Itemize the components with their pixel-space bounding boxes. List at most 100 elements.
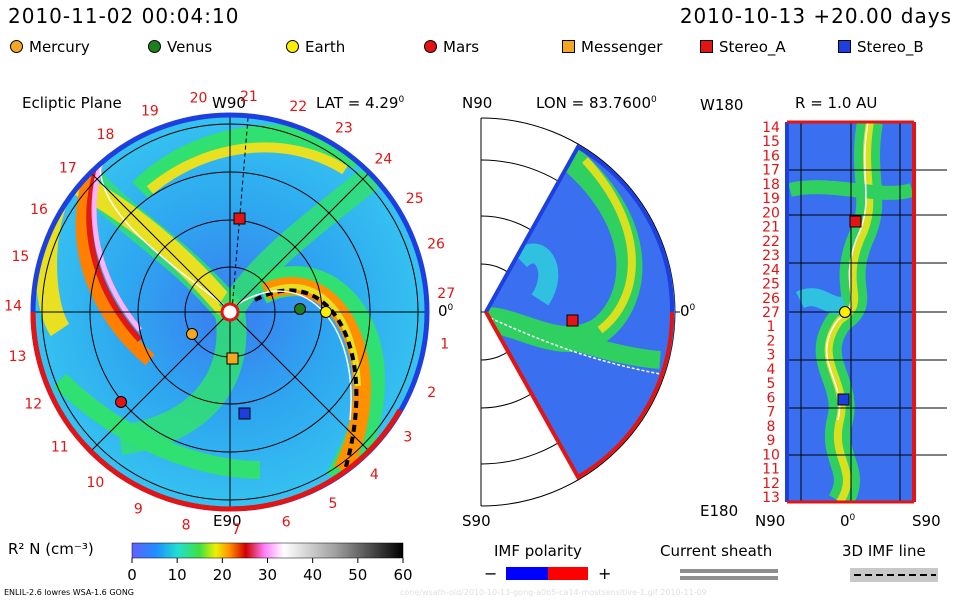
radial-day-label: 10 (762, 447, 780, 463)
ecliptic-rim-neg2 (229, 408, 403, 512)
radial-grid (787, 122, 947, 502)
imf-positive-swatch (548, 567, 588, 580)
ecliptic-day-label: 26 (427, 237, 445, 253)
ecliptic-lat-label: LAT = 4.290 (316, 94, 405, 112)
meridional-n90-label: N90 (462, 94, 493, 112)
radial-day-label: 11 (762, 462, 780, 478)
radial-day-labels: 1415161718192021222324252627123456789101… (762, 120, 780, 506)
radial-day-label: 3 (767, 348, 776, 364)
ecliptic-day-label: 11 (51, 440, 69, 456)
source-watermark: cone/wsath-old/2010-10-13-gong-a0b5-ca14… (400, 588, 707, 597)
meridional-edge-top (484, 144, 675, 313)
ecliptic-day-label: 15 (11, 249, 29, 265)
meridional-panel (480, 117, 680, 507)
sun-marker (220, 302, 240, 322)
ecliptic-day-label: 5 (329, 496, 338, 512)
legend-stereo-a: Stereo_A (700, 38, 786, 56)
ecliptic-day-label: 9 (134, 502, 143, 518)
radial-day-label: 15 (762, 134, 780, 150)
body-markers (115, 212, 862, 420)
ecliptic-day-label: 7 (232, 522, 241, 538)
current-sheath-title: Current sheath (660, 542, 773, 560)
current-sheath-legend (680, 569, 778, 580)
run-time: 2010-10-13 +20.00 days (679, 4, 952, 28)
meridional-lon-label: LON = 83.76000 (536, 94, 657, 112)
ecliptic-density-arms (35, 125, 389, 487)
colorbar-tick-label: 20 (213, 566, 232, 584)
ecliptic-day-label: 8 (182, 518, 191, 534)
ecliptic-day-label: 13 (9, 349, 27, 365)
stereo-b-marker-icon (838, 40, 851, 53)
radial-day-label: 13 (762, 490, 780, 506)
radial-day-label: 17 (762, 163, 780, 179)
radial-day-label: 25 (762, 277, 780, 293)
radial-panel (785, 120, 947, 504)
radial-day-label: 27 (762, 305, 780, 321)
radial-day-label: 12 (762, 476, 780, 492)
radial-stereo-b-marker (837, 393, 850, 406)
ecliptic-day-label: 2 (427, 385, 436, 401)
venus-marker-icon (148, 40, 161, 53)
ecliptic-day-label: 3 (403, 430, 412, 446)
radial-day-label: 4 (767, 362, 776, 378)
imf3d-title: 3D IMF line (842, 542, 926, 560)
venus-marker (294, 303, 306, 315)
radial-e180-label: E180 (700, 502, 739, 520)
radial-0-label: 00 (840, 512, 856, 530)
imf-minus-label: − (484, 564, 498, 583)
mars-marker-icon (424, 40, 437, 53)
radial-day-label: 2 (767, 334, 776, 350)
legend-mars: Mars (424, 38, 479, 56)
ecliptic-day-label: 23 (335, 120, 353, 136)
radial-stereo-a-marker (849, 215, 862, 228)
ecliptic-day-labels: 20 21222324252627123456789101112131415161… (4, 89, 455, 538)
colorbar-tick-label: 30 (258, 566, 277, 584)
ecliptic-day-label: 4 (370, 467, 379, 483)
ecliptic-day-label: 27 (437, 286, 455, 302)
messenger-marker (226, 352, 239, 365)
radial-s90-label: S90 (912, 512, 941, 530)
model-time: 2010-11-02 00:04:10 (8, 4, 240, 28)
radial-day-label: 5 (767, 376, 776, 392)
ecliptic-day-label: 20 (190, 90, 208, 106)
imf-negative-swatch (506, 567, 548, 580)
radial-day-label: 7 (767, 405, 776, 421)
ecliptic-panel (30, 112, 430, 512)
mercury-marker (186, 328, 198, 340)
model-credit: ENLIL-2.6 lowres WSA-1.6 GONG (4, 588, 134, 597)
meridional-s90-label: S90 (462, 512, 491, 530)
legend-mercury: Mercury (10, 38, 90, 56)
radial-day-label: 21 (762, 220, 780, 236)
legend-messenger: Messenger (562, 38, 662, 56)
imf-plus-label: + (598, 564, 612, 583)
ecliptic-w90-label: W90 (212, 94, 246, 112)
radial-day-label: 23 (762, 248, 780, 264)
meridional-density (486, 147, 675, 477)
meridional-0-label: 00 (680, 302, 696, 320)
ecliptic-day-label: 18 (97, 127, 115, 143)
imf-polarity-legend (506, 567, 588, 580)
radial-day-label: 1 (767, 319, 776, 335)
radial-w180-label: W180 (700, 96, 744, 114)
stereo-a-marker-icon (700, 40, 713, 53)
mars-marker (115, 396, 127, 408)
ecliptic-day-label: 16 (30, 202, 48, 218)
radial-day-label: 24 (762, 262, 780, 278)
meridional-edge-bottom (484, 311, 675, 480)
legend-stereo-b: Stereo_B (838, 38, 924, 56)
radial-day-label: 14 (762, 120, 780, 136)
colorbar-label: R² N (cm⁻³) (8, 540, 94, 558)
imf3d-legend (850, 568, 938, 582)
ecliptic-e90-label: E90 (213, 512, 242, 530)
ecliptic-day-label: 12 (24, 397, 42, 413)
meridional-stereo-a-marker (566, 314, 579, 327)
radial-n90-label: N90 (755, 512, 786, 530)
radial-day-label: 20 (762, 205, 780, 221)
radial-day-label: 9 (767, 433, 776, 449)
ecliptic-day-label: 19 (141, 103, 159, 119)
radial-earth-marker (839, 306, 851, 318)
radial-day-label: 8 (767, 419, 776, 435)
ecliptic-title: Ecliptic Plane (22, 94, 122, 112)
ecliptic-day-label: 24 (374, 152, 392, 168)
ecliptic-day-label: 6 (282, 515, 291, 531)
